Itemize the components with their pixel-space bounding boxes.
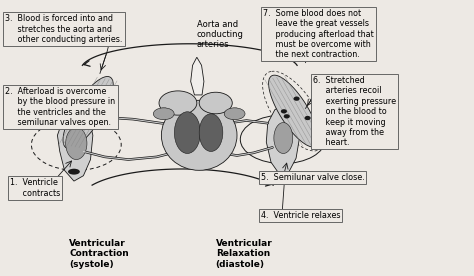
Bar xyxy=(225,113,233,115)
Bar xyxy=(164,109,172,114)
Bar xyxy=(164,114,172,118)
Circle shape xyxy=(224,108,245,120)
Ellipse shape xyxy=(199,114,223,152)
Text: Aorta and
conducting
arteries: Aorta and conducting arteries xyxy=(197,20,244,49)
Ellipse shape xyxy=(304,116,310,120)
Polygon shape xyxy=(266,104,301,174)
Text: 5.  Semilunar valve close.: 5. Semilunar valve close. xyxy=(261,173,365,182)
Text: 1.  Ventricle
     contracts: 1. Ventricle contracts xyxy=(10,178,60,198)
Bar xyxy=(233,108,237,113)
Polygon shape xyxy=(269,75,319,147)
Text: Ventricular
Relaxation
(diastole): Ventricular Relaxation (diastole) xyxy=(216,239,273,269)
Bar xyxy=(162,115,165,119)
Ellipse shape xyxy=(281,109,287,113)
Ellipse shape xyxy=(199,92,232,114)
Circle shape xyxy=(154,108,174,120)
Text: 2.  Afterload is overcome
     by the blood pressure in
     the ventricles and : 2. Afterload is overcome by the blood pr… xyxy=(5,87,116,127)
Bar xyxy=(162,108,165,113)
Text: 3.  Blood is forced into and
     stretches the aorta and
     other conducting : 3. Blood is forced into and stretches th… xyxy=(5,14,123,44)
Text: 6.  Stretched
     arteries recoil
     exerting pressure
     on the blood to
 : 6. Stretched arteries recoil exerting pr… xyxy=(313,76,396,147)
Bar xyxy=(156,114,164,118)
Ellipse shape xyxy=(174,112,201,153)
Text: 7.  Some blood does not
     leave the great vessels
     producing afterload th: 7. Some blood does not leave the great v… xyxy=(263,9,374,59)
Bar xyxy=(235,109,243,114)
Polygon shape xyxy=(191,57,204,95)
Bar xyxy=(237,113,244,115)
Ellipse shape xyxy=(97,104,104,109)
Text: 4.  Ventricle relaxes: 4. Ventricle relaxes xyxy=(261,211,340,220)
Bar xyxy=(227,109,235,114)
Polygon shape xyxy=(57,106,93,181)
Bar xyxy=(233,115,237,119)
Text: Ventricular
Contraction
(systole): Ventricular Contraction (systole) xyxy=(69,239,129,269)
Bar xyxy=(155,113,162,115)
Ellipse shape xyxy=(73,112,81,117)
Bar xyxy=(235,114,243,118)
Ellipse shape xyxy=(159,91,197,115)
Bar xyxy=(165,113,173,115)
Ellipse shape xyxy=(66,127,87,160)
Ellipse shape xyxy=(284,114,290,118)
Ellipse shape xyxy=(87,122,94,127)
Bar xyxy=(156,109,164,114)
Ellipse shape xyxy=(161,100,237,170)
Ellipse shape xyxy=(293,97,300,101)
Bar xyxy=(227,114,235,118)
Polygon shape xyxy=(63,76,113,148)
Ellipse shape xyxy=(68,169,80,175)
Ellipse shape xyxy=(274,123,293,153)
